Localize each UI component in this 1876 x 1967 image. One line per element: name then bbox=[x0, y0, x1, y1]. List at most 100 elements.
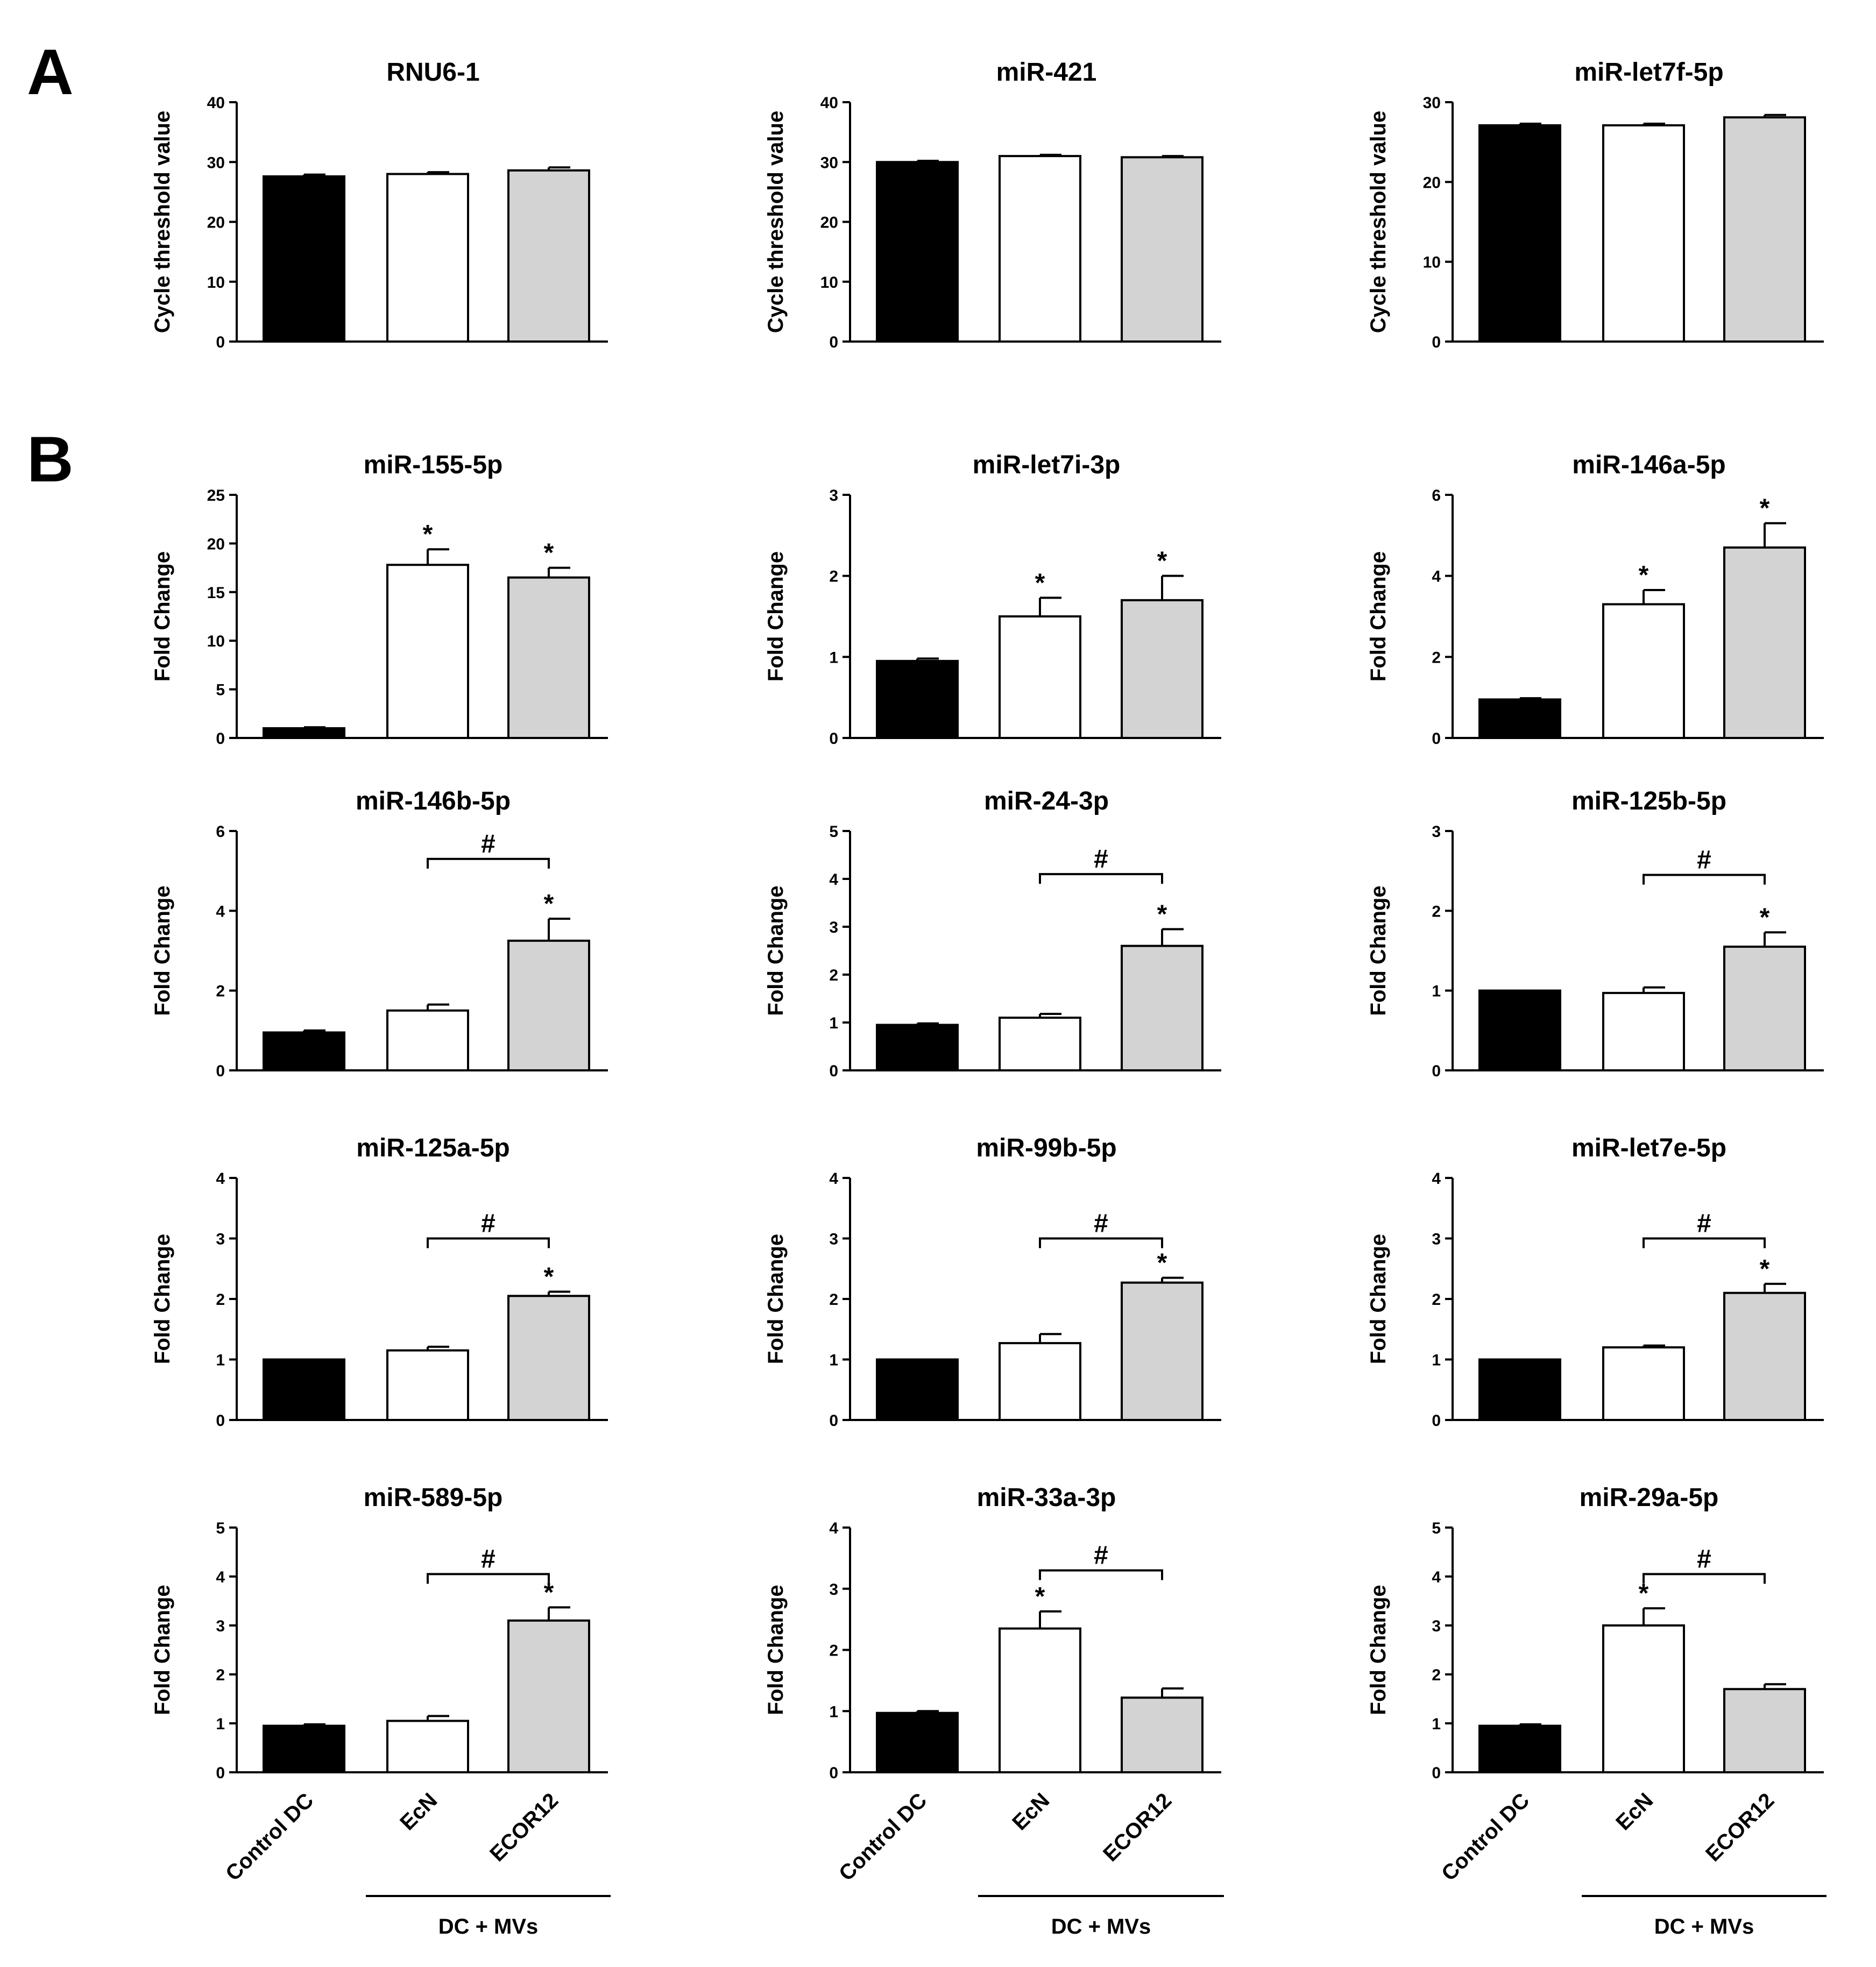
y-tick-label: 2 bbox=[216, 983, 225, 1000]
y-tick-label: 4 bbox=[216, 903, 225, 920]
y-tick-label: 2 bbox=[216, 1666, 225, 1684]
chart-title: miR-125a-5p bbox=[356, 1134, 509, 1162]
y-tick-label: 2 bbox=[1432, 1666, 1441, 1684]
chart-miR-99b-5p: miR-99b-5p Fold Change 0 1 2 3 4 * # bbox=[764, 1134, 1221, 1430]
y-tick-label: 3 bbox=[216, 1617, 225, 1635]
chart-title: miR-24-3p bbox=[984, 787, 1109, 815]
chart-title: miR-421 bbox=[996, 58, 1097, 87]
y-tick-label: 30 bbox=[207, 154, 225, 172]
y-tick-label: 5 bbox=[829, 823, 838, 841]
x-category-label: ECOR12 bbox=[485, 1788, 563, 1866]
group-label: DC + MVs bbox=[438, 1915, 539, 1938]
x-category-label: Control DC bbox=[221, 1788, 318, 1885]
y-axis-label: Fold Change bbox=[764, 885, 788, 1016]
y-tick-label: 30 bbox=[820, 154, 838, 172]
bracket-label: # bbox=[1094, 1542, 1108, 1570]
bar-ECOR12 bbox=[1121, 156, 1204, 343]
bar-Control DC bbox=[876, 161, 959, 343]
chart-title: miR-33a-3p bbox=[977, 1483, 1116, 1512]
bar-Control DC bbox=[876, 1358, 959, 1421]
y-tick-label: 6 bbox=[1432, 487, 1441, 505]
bar-EcN bbox=[1602, 1346, 1685, 1421]
significance-star: * bbox=[1760, 1255, 1770, 1283]
chart-miR-155-5p: miR-155-5p Fold Change 0 5 10 15 20 25 * * bbox=[151, 451, 608, 748]
significance-star: * bbox=[423, 520, 433, 549]
chart-title: miR-146a-5p bbox=[1572, 451, 1725, 479]
y-tick-label: 0 bbox=[216, 333, 225, 351]
y-tick-label: 2 bbox=[1432, 903, 1441, 920]
y-tick-label: 4 bbox=[1432, 1568, 1441, 1586]
significance-star: * bbox=[1760, 903, 1770, 932]
bar-ECOR12 bbox=[1723, 1291, 1806, 1421]
y-tick-label: 2 bbox=[829, 1642, 838, 1660]
bar-Control DC bbox=[1478, 989, 1561, 1071]
significance-star: * bbox=[1035, 569, 1045, 597]
y-tick-label: 0 bbox=[216, 1764, 225, 1782]
y-tick-label: 1 bbox=[829, 1352, 838, 1369]
chart-miR-125b-5p: miR-125b-5p Fold Change 0 1 2 3 * # bbox=[1367, 787, 1824, 1080]
bar-EcN bbox=[999, 1627, 1081, 1773]
y-tick-label: 0 bbox=[829, 1062, 838, 1080]
bar-ECOR12 bbox=[1723, 546, 1806, 740]
y-tick-label: 10 bbox=[1423, 254, 1441, 272]
x-category-label: Control DC bbox=[834, 1788, 931, 1885]
bar-ECOR12 bbox=[1723, 116, 1806, 343]
y-tick-label: 4 bbox=[216, 1568, 225, 1586]
y-tick-label: 1 bbox=[216, 1715, 225, 1733]
bar-ECOR12 bbox=[1121, 1281, 1204, 1421]
y-tick-label: 0 bbox=[1432, 1062, 1441, 1080]
bracket-label: # bbox=[481, 830, 495, 858]
y-axis-label: Fold Change bbox=[1367, 1234, 1390, 1364]
chart-miR-421: miR-421 Cycle threshold value 0 10 20 30 40 bbox=[764, 58, 1221, 351]
y-tick-label: 2 bbox=[1432, 1291, 1441, 1309]
y-tick-label: 1 bbox=[1432, 1715, 1441, 1733]
y-tick-label: 5 bbox=[1432, 1519, 1441, 1537]
y-tick-label: 3 bbox=[1432, 1617, 1441, 1635]
y-tick-label: 1 bbox=[1432, 1352, 1441, 1369]
bar-EcN bbox=[1602, 1624, 1685, 1773]
chart-title: miR-99b-5p bbox=[976, 1134, 1116, 1162]
y-tick-label: 15 bbox=[207, 584, 225, 602]
significance-star: * bbox=[1639, 1579, 1649, 1608]
bar-EcN bbox=[386, 1349, 469, 1421]
y-axis-label: Fold Change bbox=[764, 1234, 788, 1364]
y-axis-label: Fold Change bbox=[1367, 1585, 1390, 1715]
chart-miR-let7i-3p: miR-let7i-3p Fold Change 0 1 2 3 * * bbox=[764, 451, 1221, 748]
bar-EcN bbox=[1602, 603, 1685, 740]
chart-miR-125a-5p: miR-125a-5p Fold Change 0 1 2 3 4 * # bbox=[151, 1134, 608, 1430]
group-label: DC + MVs bbox=[1654, 1915, 1754, 1938]
y-axis-label: Fold Change bbox=[151, 1234, 174, 1364]
significance-star: * bbox=[544, 1578, 554, 1607]
y-axis-label: Fold Change bbox=[1367, 885, 1390, 1016]
y-tick-label: 3 bbox=[829, 919, 838, 936]
y-tick-label: 20 bbox=[207, 535, 225, 553]
comparison-bracket bbox=[1039, 1569, 1163, 1580]
y-tick-label: 25 bbox=[207, 487, 225, 505]
y-tick-label: 6 bbox=[216, 823, 225, 841]
bar-EcN bbox=[386, 173, 469, 343]
panel-label-b: B bbox=[27, 423, 74, 495]
y-tick-label: 0 bbox=[1432, 1412, 1441, 1430]
chart-title: miR-29a-5p bbox=[1580, 1483, 1719, 1512]
y-tick-label: 3 bbox=[1432, 1231, 1441, 1248]
bar-EcN bbox=[999, 615, 1081, 739]
y-tick-label: 20 bbox=[1423, 174, 1441, 191]
y-tick-label: 40 bbox=[207, 94, 225, 112]
chart-miR-let7e-5p: miR-let7e-5p Fold Change 0 1 2 3 4 * # bbox=[1367, 1134, 1824, 1430]
bracket-label: # bbox=[481, 1210, 495, 1238]
bar-Control DC bbox=[1478, 1358, 1561, 1421]
comparison-bracket bbox=[427, 857, 550, 869]
y-axis-label: Fold Change bbox=[764, 1585, 788, 1715]
significance-star: * bbox=[544, 539, 554, 567]
y-tick-label: 20 bbox=[820, 214, 838, 232]
bar-EcN bbox=[386, 564, 469, 740]
comparison-bracket bbox=[1039, 873, 1163, 884]
chart-miR-146a-5p: miR-146a-5p Fold Change 0 2 4 6 * * bbox=[1367, 451, 1824, 748]
y-tick-label: 1 bbox=[829, 649, 838, 666]
bar-ECOR12 bbox=[1723, 946, 1806, 1072]
chart-miR-29a-5p: miR-29a-5p Fold Change 0 1 2 3 4 5 * # Control DC E… bbox=[1367, 1483, 1827, 1938]
chart-title: miR-146b-5p bbox=[356, 787, 511, 815]
y-tick-label: 3 bbox=[829, 1231, 838, 1248]
bracket-label: # bbox=[1697, 1545, 1711, 1573]
bar-EcN bbox=[999, 1342, 1081, 1421]
